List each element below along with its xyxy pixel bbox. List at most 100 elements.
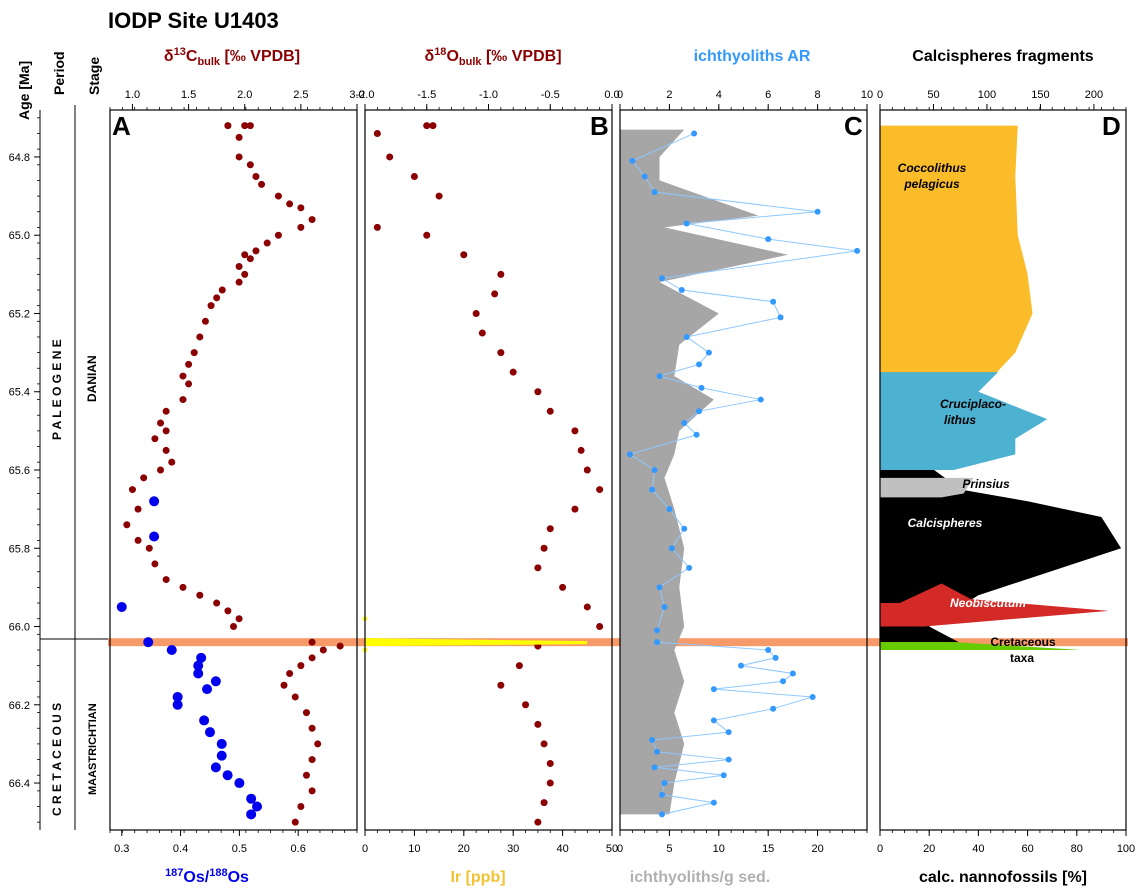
panel-c-bottom-tick-label: 15: [762, 843, 774, 855]
d13c-point: [140, 474, 148, 482]
os-isotope-point: [172, 691, 183, 702]
d13c-point: [297, 204, 305, 212]
calcispheres-area: [880, 243, 1122, 643]
ir-spike: [365, 638, 588, 647]
ichthyoliths-ar-line: [651, 641, 813, 815]
d13c-point: [224, 607, 232, 615]
os-isotope-point: [193, 668, 204, 679]
panel-b-bottom-tick-label: 50: [606, 843, 618, 855]
ichthyoliths-ar-point: [691, 130, 698, 137]
cruciplacolithus-label: Cruciplaco-: [940, 397, 1006, 411]
ichthyoliths-ar-point: [770, 298, 777, 305]
ichthyoliths-ar-point: [654, 748, 661, 755]
ichthyoliths-ar-point: [666, 506, 673, 513]
d13c-point: [213, 599, 221, 607]
d13c-point: [286, 200, 294, 208]
ichthyoliths-ar-point: [696, 361, 703, 368]
os-isotope-point: [234, 778, 245, 789]
d13c-point: [297, 223, 305, 231]
panel-d-bottom-tick-label: 80: [1071, 843, 1083, 855]
age-tick-label: 66.2: [9, 700, 30, 712]
panel-d: Calcispheres fragments calc. nannofossil…: [912, 48, 1094, 886]
panel-a-top-tick-label: 2.5: [293, 89, 308, 101]
d13c-point: [218, 286, 226, 294]
age-tick-label: 65.2: [9, 308, 30, 320]
d13c-point: [235, 263, 243, 271]
ichthyoliths-ar-point: [683, 333, 690, 340]
ichthyoliths-ar-point: [686, 564, 693, 571]
d18o-point: [583, 466, 591, 474]
d13c-point: [196, 333, 204, 341]
d18o-point: [540, 799, 548, 807]
panel-d-top-tick-label: 150: [1031, 89, 1049, 101]
d18o-point: [522, 701, 530, 709]
d18o-point: [386, 153, 394, 161]
age-tick-label: 65.4: [9, 387, 30, 399]
panel-a-bottom-tick-label: 0.3: [114, 843, 129, 855]
d18o-point: [546, 759, 554, 767]
cruciplacolithus-label: lithus: [944, 413, 976, 427]
d13c-point: [168, 458, 176, 466]
kpg-boundary-band: [108, 638, 1128, 647]
neobiscutum-area: [880, 583, 1109, 627]
panel-d-bottom-title: calc. nannofossils [%]: [919, 869, 1087, 886]
ichthyoliths-ar-point: [770, 705, 777, 712]
d18o-point: [373, 223, 381, 231]
ichthyoliths-ar-point: [757, 396, 764, 403]
d18o-point: [509, 368, 517, 376]
d13c-point: [235, 278, 243, 286]
age-tick-label: 65.6: [9, 465, 30, 477]
ichthyoliths-ar-point: [765, 236, 772, 243]
d18o-point: [596, 486, 604, 494]
stage-header: Stage: [86, 57, 102, 95]
panel-c-bottom-tick-label: 0: [617, 843, 623, 855]
panel-c-bottom-tick-label: 10: [713, 843, 725, 855]
cretaceous-area: [880, 642, 1082, 650]
ichthyoliths-ar-point: [678, 287, 685, 293]
stage-maastrichtian: MAASTRICHTIAN: [87, 703, 99, 795]
os-isotope-point: [116, 601, 127, 612]
panel-d-top-tick-label: 100: [978, 89, 996, 101]
ichthyoliths-ar-point: [710, 686, 717, 693]
calcispheres-label: Calcispheres: [908, 516, 983, 530]
d13c-point: [179, 396, 187, 404]
coccolithus-label: pelagicus: [903, 177, 960, 191]
panel-c: ichthyoliths AR ichthyoliths/g sed.: [630, 48, 811, 886]
panel-a-top-tick-label: 1.0: [125, 89, 140, 101]
ichthyoliths-ar-point: [693, 431, 700, 438]
d13c-point: [179, 372, 187, 380]
panel-c-bottom-tick-label: 5: [666, 843, 672, 855]
ichthyoliths-ar-point: [651, 764, 658, 771]
d13c-point: [291, 693, 299, 701]
panel-b-bottom-title: Ir [ppb]: [450, 869, 505, 886]
cretaceous-label: taxa: [1010, 651, 1034, 665]
panel-d-bottom-tick-label: 40: [972, 843, 984, 855]
d13c-point: [314, 740, 322, 748]
d18o-point: [497, 270, 505, 278]
stage-danian: DANIAN: [85, 355, 99, 402]
os-isotope-point: [222, 770, 233, 781]
d18o-point: [534, 720, 542, 728]
d18o-point: [596, 623, 604, 631]
d18o-point: [540, 740, 548, 748]
panel-b-bottom-tick-label: 20: [458, 843, 470, 855]
os-isotope-point: [149, 496, 160, 507]
ichthyoliths-ar-point: [705, 349, 712, 356]
d13c-point: [319, 646, 327, 654]
ichthyoliths-ar-point: [661, 780, 668, 787]
d13c-point: [297, 803, 305, 811]
os-isotope-point: [193, 660, 204, 671]
os-isotope-point: [149, 531, 160, 542]
ichthyoliths-ar-point: [668, 545, 675, 552]
ichthyoliths-ar-point: [656, 373, 663, 380]
panel-a-bottom-tick-label: 0.4: [173, 843, 188, 855]
d18o-point: [410, 173, 418, 181]
ichthyoliths-ar-point: [681, 420, 688, 427]
d13c-point: [263, 239, 271, 247]
d13c-point: [162, 407, 170, 415]
panel-c-top-tick-label: 8: [815, 89, 821, 101]
d13c-point: [336, 642, 344, 650]
os-isotope-point: [252, 801, 263, 812]
panel-b: δ18Obulk [‰ VPDB] Ir [ppb]: [424, 46, 561, 886]
os-isotope-point: [196, 652, 207, 663]
